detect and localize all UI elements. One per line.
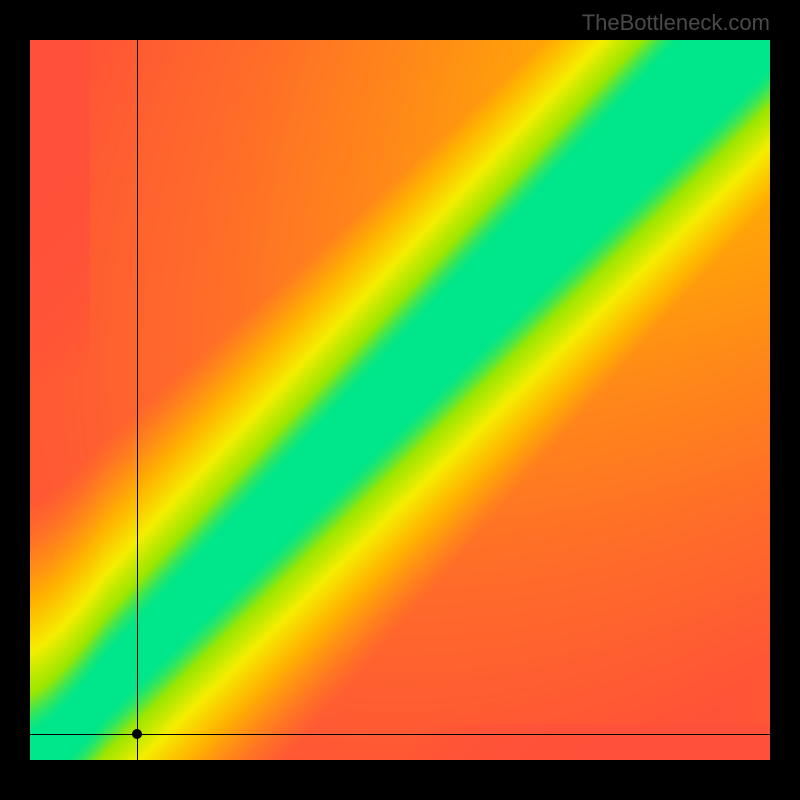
watermark-text: TheBottleneck.com: [582, 10, 770, 36]
heatmap-plot: [30, 40, 770, 760]
crosshair-vertical: [137, 40, 138, 760]
crosshair-marker: [132, 729, 142, 739]
heatmap-canvas: [30, 40, 770, 760]
